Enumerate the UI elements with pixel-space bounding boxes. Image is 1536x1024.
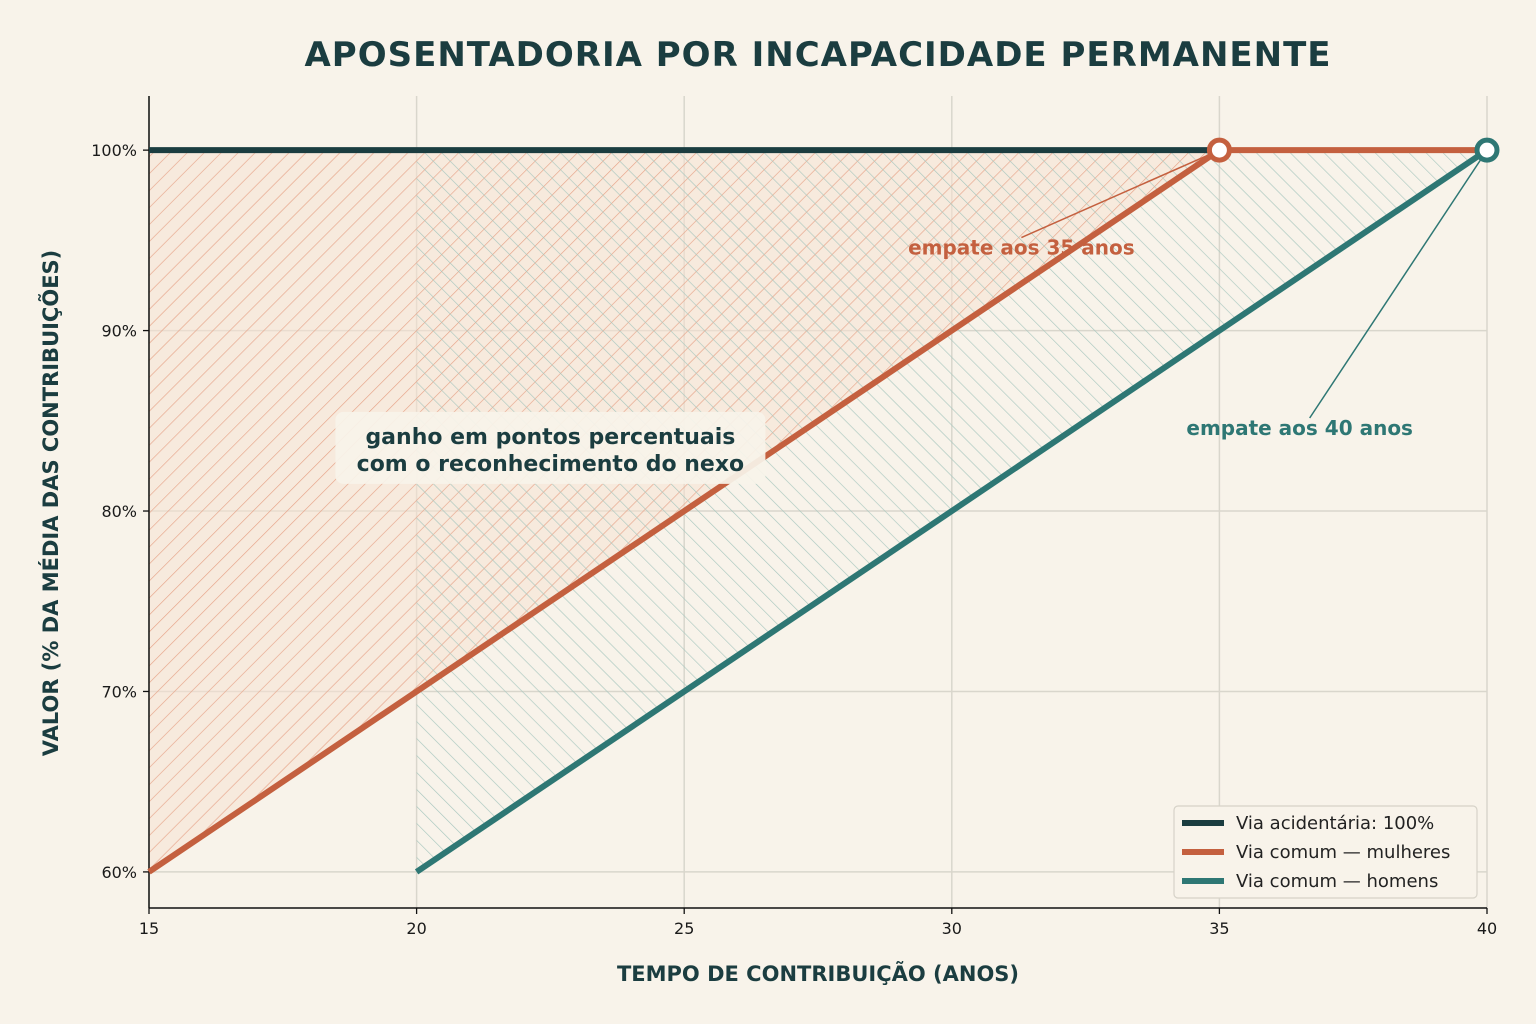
legend-entry: Via comum — homens [1236,871,1438,892]
y-tick-label: 70% [101,682,137,701]
x-tick-label: 40 [1477,919,1497,938]
gain-label-line2: com o reconhecimento do nexo [357,452,744,477]
annotations: empate aos 35 anos empate aos 40 anos ganh… [335,149,1488,484]
gain-label-box [335,411,766,484]
women-tie-label: empate aos 35 anos [908,236,1135,260]
x-tick-label: 35 [1209,919,1229,938]
x-axis-label: TEMPO DE CONTRIBUIÇÃO (ANOS) [617,961,1019,986]
x-tick-label: 15 [139,919,159,938]
men-tie-label: empate aos 40 anos [1186,416,1413,440]
gain-label-line1: ganho em pontos percentuais [365,425,735,450]
women-tie-arrow [1021,149,1220,239]
markers [1206,137,1500,163]
legend: Via acidentária: 100% Via comum — mulhere… [1173,805,1478,899]
y-tick-label: 90% [101,322,137,341]
x-tick-label: 25 [674,919,694,938]
men-line [414,147,1489,875]
y-tick-label: 60% [101,863,137,882]
legend-entry: Via comum — mulheres [1236,842,1450,863]
legend-box [1173,805,1478,899]
men-tie-arrow [1309,149,1488,419]
tie-marker-40 [1474,137,1500,163]
axes [143,96,1488,914]
chart-title: APOSENTADORIA POR INCAPACIDADE PERMANENT… [304,35,1331,75]
legend-entry: Via acidentária: 100% [1236,813,1434,834]
y-tick-label: 100% [91,141,137,160]
x-tick-label: 20 [406,919,426,938]
y-tick-label: 80% [101,502,137,521]
y-axis-label: VALOR (% DA MÉDIA DAS CONTRIBUIÇÕES) [38,250,63,757]
x-tick-label: 30 [942,919,962,938]
tick-labels: 15 20 25 30 35 40 60% 70% 80% 90% 100% [91,141,1497,938]
tie-marker-35 [1206,137,1232,163]
